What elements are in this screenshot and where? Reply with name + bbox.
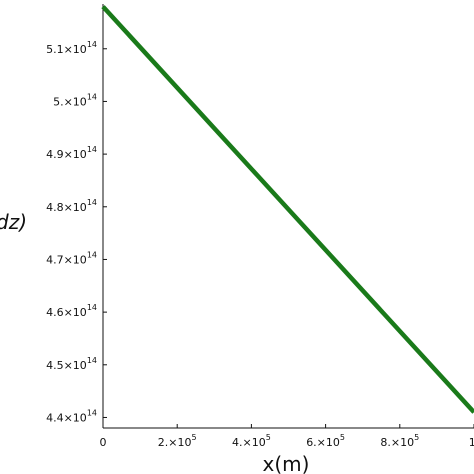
- y-axis-title: dz): [0, 210, 27, 234]
- x-tick-label: 4.×105: [232, 433, 271, 449]
- plot-area: [101, 5, 474, 414]
- series-line: [101, 5, 474, 414]
- y-tick-label: 5.×1014: [53, 92, 97, 108]
- x-tick-label: 8.×105: [380, 433, 419, 449]
- y-tick-label: 4.8×1014: [46, 198, 97, 214]
- tick-marks: 4.4×1014 4.5×1014 4.6×1014 4.7×1014 4.8×1014…: [46, 40, 474, 449]
- y-tick-label: 4.5×1014: [46, 356, 97, 372]
- x-tick-label: 6.×105: [306, 433, 345, 449]
- y-tick-label: 5.1×1014: [46, 40, 97, 56]
- x-axis-title: x(m): [263, 452, 310, 474]
- x-tick-label: 2.×105: [158, 433, 197, 449]
- y-tick-label: 4.4×1014: [46, 408, 97, 424]
- y-tick-label: 4.6×1014: [46, 303, 97, 319]
- x-tick-label: 0: [100, 436, 107, 449]
- x-tick-label: 1.: [469, 436, 474, 449]
- y-tick-label: 4.7×1014: [46, 250, 97, 266]
- axes: [102, 4, 474, 429]
- y-tick-label: 4.9×1014: [46, 145, 97, 161]
